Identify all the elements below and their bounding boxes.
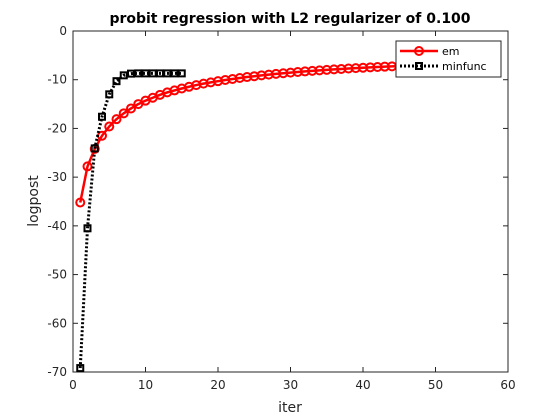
- x-tick-label: 40: [355, 378, 370, 392]
- legend-label: minfunc: [442, 60, 487, 73]
- data-point: [148, 69, 157, 78]
- data-point: [83, 224, 92, 233]
- data-point: [156, 69, 164, 78]
- y-tick-label: 0: [59, 24, 67, 38]
- data-point: [98, 112, 106, 121]
- chart-title: probit regression with L2 regularizer of…: [109, 11, 470, 27]
- data-point: [105, 90, 114, 99]
- legend-marker: [414, 46, 424, 56]
- x-tick-label: 0: [69, 378, 77, 392]
- data-point: [104, 121, 115, 132]
- x-tick-label: 60: [500, 378, 515, 392]
- plot-area: [72, 30, 509, 373]
- y-tick-label: -40: [47, 219, 67, 233]
- data-point: [127, 69, 135, 78]
- data-point: [90, 144, 99, 153]
- data-point: [76, 364, 85, 373]
- y-tick-label: -50: [47, 268, 67, 282]
- data-point: [141, 69, 150, 78]
- y-axis-label: logpost: [26, 175, 42, 227]
- y-tick-label: -30: [47, 170, 67, 184]
- legend-box: [395, 40, 502, 78]
- x-tick-label: 30: [283, 378, 298, 392]
- x-axis-label: iter: [278, 400, 302, 416]
- data-point: [134, 69, 143, 78]
- legend-marker: [415, 62, 423, 70]
- data-point: [82, 161, 93, 172]
- data-point: [163, 69, 172, 78]
- data-point: [119, 71, 128, 80]
- data-point: [75, 197, 86, 208]
- y-tick-label: -20: [47, 121, 67, 135]
- legend-label: em: [442, 45, 459, 58]
- x-tick-label: 50: [428, 378, 443, 392]
- series-minfunc: [76, 69, 186, 373]
- series-group: [75, 60, 419, 373]
- data-point: [177, 69, 186, 78]
- x-tick-label: 10: [138, 378, 153, 392]
- x-tick-label: 20: [210, 378, 225, 392]
- data-point: [118, 108, 129, 119]
- series-em: [75, 60, 419, 208]
- legend: em minfunc: [395, 40, 502, 78]
- y-tick-label: -70: [47, 365, 67, 379]
- y-tick-label: -10: [47, 73, 67, 87]
- data-point: [126, 103, 136, 114]
- data-point: [170, 69, 179, 78]
- data-point: [112, 77, 121, 86]
- axis-ticks: 0 10 20 30 40 50 60 0 -10 -20 -30 -40 -50 -60 -70: [47, 24, 515, 392]
- data-point: [111, 114, 122, 125]
- y-tick-label: -60: [47, 316, 67, 330]
